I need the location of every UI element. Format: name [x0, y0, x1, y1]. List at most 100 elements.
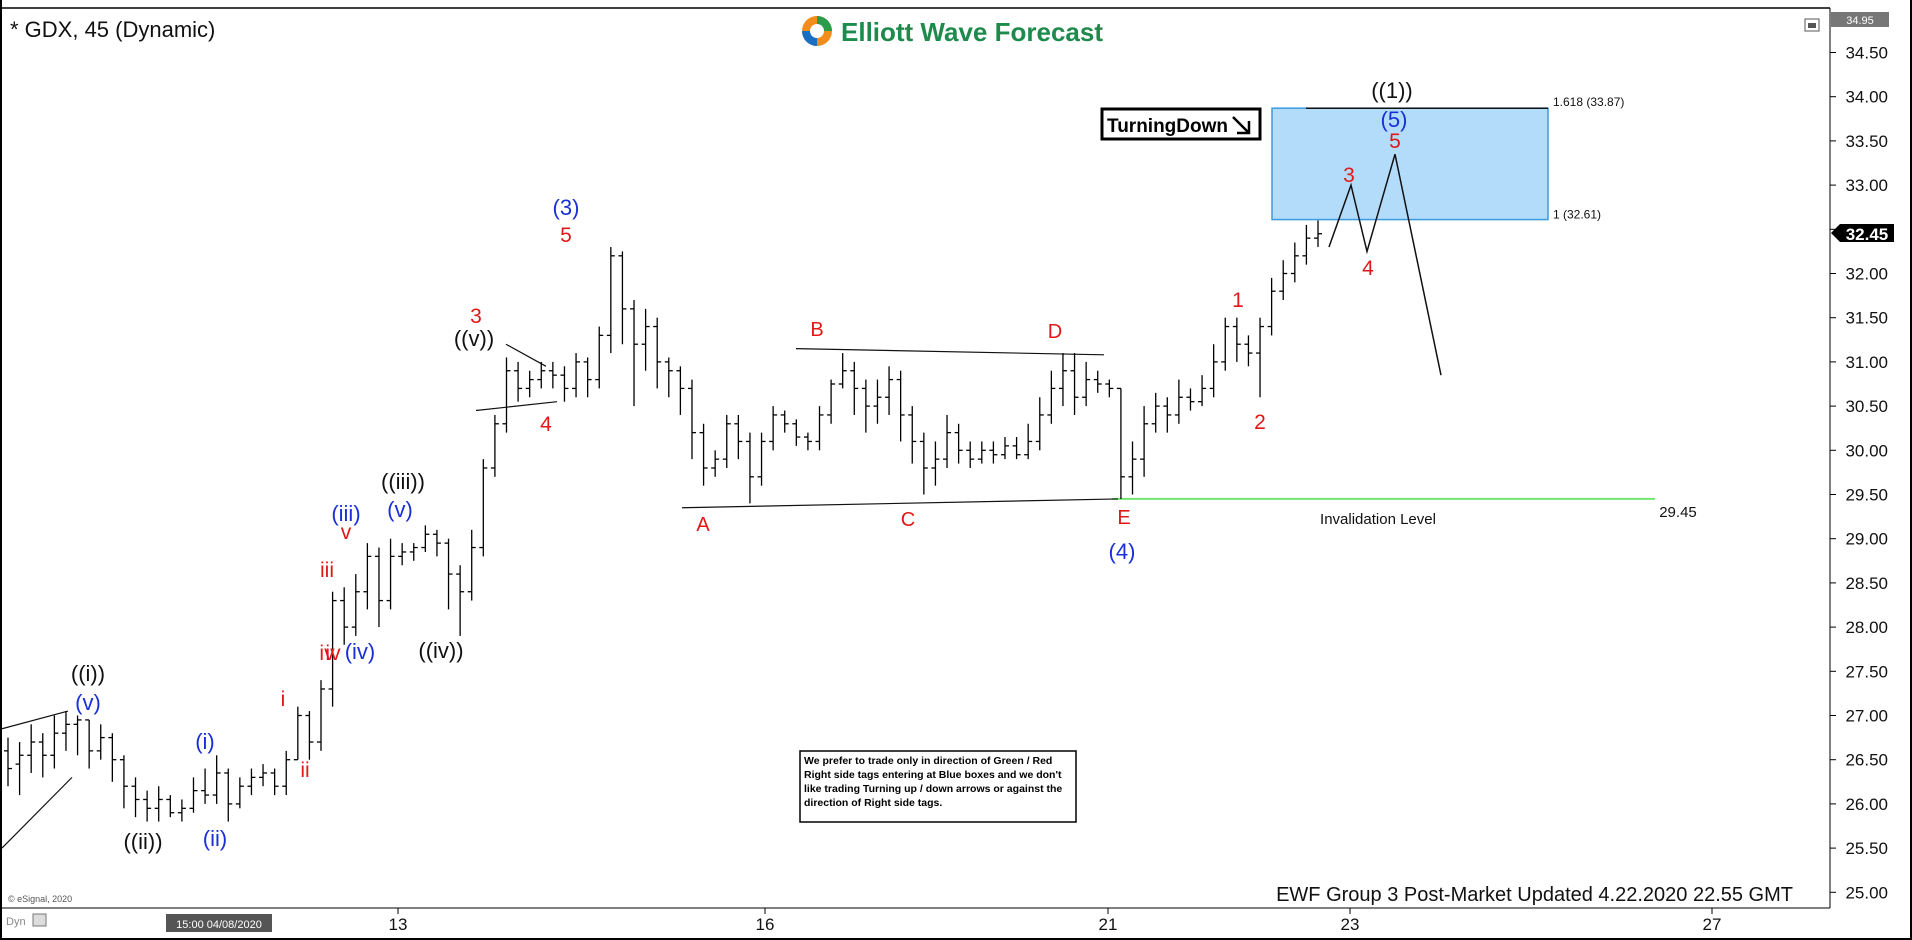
wave-label-red-number: 4	[1362, 257, 1374, 280]
ohlc-bar	[548, 361, 557, 389]
ohlc-bar	[815, 406, 824, 451]
wave-label-red-letter: C	[901, 509, 915, 531]
ohlc-bar	[722, 414, 731, 468]
brand-logo	[802, 16, 832, 46]
wave-label-black: ((iv))	[418, 638, 463, 663]
ohlc-bar	[1024, 423, 1033, 460]
ohlc-bar	[861, 379, 870, 433]
ohlc-bar	[1000, 437, 1009, 460]
y-tick-label: 30.50	[1845, 397, 1888, 416]
ohlc-bar	[572, 353, 581, 398]
overlays: 1.618 (33.87) 1 (32.61) Invalidation Level…	[1, 95, 1697, 849]
ohlc-bar	[119, 755, 128, 809]
wave-label-black: ((ii))	[123, 829, 162, 854]
ohlc-bar	[38, 733, 47, 778]
wave-label-black: ((iii))	[381, 469, 425, 494]
ohlc-bar	[50, 715, 59, 769]
ohlc-bar	[885, 366, 894, 415]
ohlc-bar	[15, 742, 24, 796]
y-tick-label: 28.50	[1845, 574, 1888, 593]
last-price-marker	[1831, 224, 1894, 242]
ohlc-bar	[699, 423, 708, 486]
ohlc-bar	[908, 406, 917, 464]
wave-label-red-number: 5	[560, 224, 572, 247]
wave-label-black: ((1))	[1371, 78, 1413, 103]
ohlc-bar	[676, 366, 685, 415]
symbol-title: * GDX, 45 (Dynamic)	[10, 17, 215, 42]
target-blue-box	[1271, 107, 1549, 221]
ohlc-bar	[850, 361, 859, 415]
ohlc-bar	[432, 529, 441, 557]
ohlc-bar	[803, 432, 812, 451]
ohlc-bar	[154, 786, 163, 822]
x-tick-label: 21	[1099, 915, 1118, 934]
y-tick-label: 27.00	[1845, 707, 1888, 726]
ohlc-bar	[1314, 220, 1322, 247]
x-tick-label: 23	[1341, 915, 1360, 934]
ohlc-bar	[166, 795, 175, 818]
ohlc-bar	[1174, 379, 1183, 424]
wave-label-red-number: 3	[470, 305, 482, 328]
last-price-label: 32.45	[1846, 225, 1889, 244]
note-text-container: We prefer to trade only in direction of …	[804, 755, 1062, 809]
ohlc-bar	[1082, 361, 1091, 407]
ohlc-bar	[1186, 388, 1195, 411]
y-tick-label: 30.00	[1845, 441, 1888, 460]
x-tick-label: 16	[756, 915, 775, 934]
ohlc-bar	[1209, 344, 1218, 398]
start-channel-lower	[1, 776, 73, 849]
scroll-toggle-button[interactable]	[32, 913, 47, 927]
wave-label-red-letter: D	[1048, 321, 1062, 343]
ohlc-bar	[328, 591, 337, 707]
x-tick-label: 13	[389, 915, 408, 934]
window-restore-button[interactable]	[1804, 18, 1820, 32]
wave-label-blue: (i)	[195, 729, 215, 754]
fib-upper-label: 1.618 (33.87)	[1553, 95, 1624, 109]
ohlc-bar	[1256, 317, 1265, 398]
ohlc-bar	[189, 777, 198, 813]
note-box	[799, 750, 1077, 823]
wave-label-blue: (v)	[387, 497, 413, 522]
wave-label-blue: (3)	[553, 195, 580, 220]
ohlc-bar	[1151, 392, 1160, 433]
y-tick-label: 34.00	[1845, 88, 1888, 107]
brand-name: Elliott Wave Forecast	[841, 17, 1103, 47]
ohlc-bar	[780, 410, 789, 433]
wave-label-blue: (5)	[1381, 107, 1408, 132]
wave-label-red-roman: iv	[325, 642, 341, 665]
y-tick-label: 25.50	[1845, 839, 1888, 858]
y-tick-label: 26.00	[1845, 795, 1888, 814]
ohlc-bar	[745, 432, 754, 504]
x-tick-label: 27	[1703, 915, 1722, 934]
ohlc-bar	[757, 432, 766, 486]
ohlc-bar	[212, 755, 221, 804]
ohlc-bar	[351, 574, 360, 636]
time-cursor-box	[166, 914, 272, 932]
wave-label-red-roman: i	[281, 688, 286, 711]
wave-label-red-number: 1	[1232, 289, 1244, 312]
ohlc-bar	[143, 790, 152, 822]
ohlc-bar	[1093, 370, 1102, 393]
ohlc-bar	[235, 777, 244, 809]
wave-label-red-letter: A	[696, 514, 710, 536]
y-tick-label: 27.50	[1845, 662, 1888, 681]
wave-label-red-roman: v	[341, 521, 352, 544]
ohlc-bar	[966, 441, 975, 468]
ohlc-bar	[398, 543, 407, 566]
wave-label-red-number: 4	[540, 413, 552, 436]
ohlc-bar	[1244, 335, 1253, 367]
copyright-text: © eSignal, 2020	[8, 894, 72, 904]
ohlc-bar	[1140, 406, 1149, 477]
wave-label-blue: (4)	[1109, 539, 1136, 564]
ohlc-bar	[630, 300, 639, 407]
ohlc-bar	[177, 799, 186, 822]
ohlc-bar	[989, 441, 998, 464]
ohlc-bar	[456, 565, 465, 636]
ohlc-bar	[340, 587, 349, 645]
ohlc-bar	[421, 525, 430, 552]
y-tick-label: 28.00	[1845, 618, 1888, 637]
ohlc-bar	[827, 379, 836, 424]
wave-label-red-number: 3	[1343, 164, 1355, 187]
ohlc-bar	[247, 768, 256, 796]
